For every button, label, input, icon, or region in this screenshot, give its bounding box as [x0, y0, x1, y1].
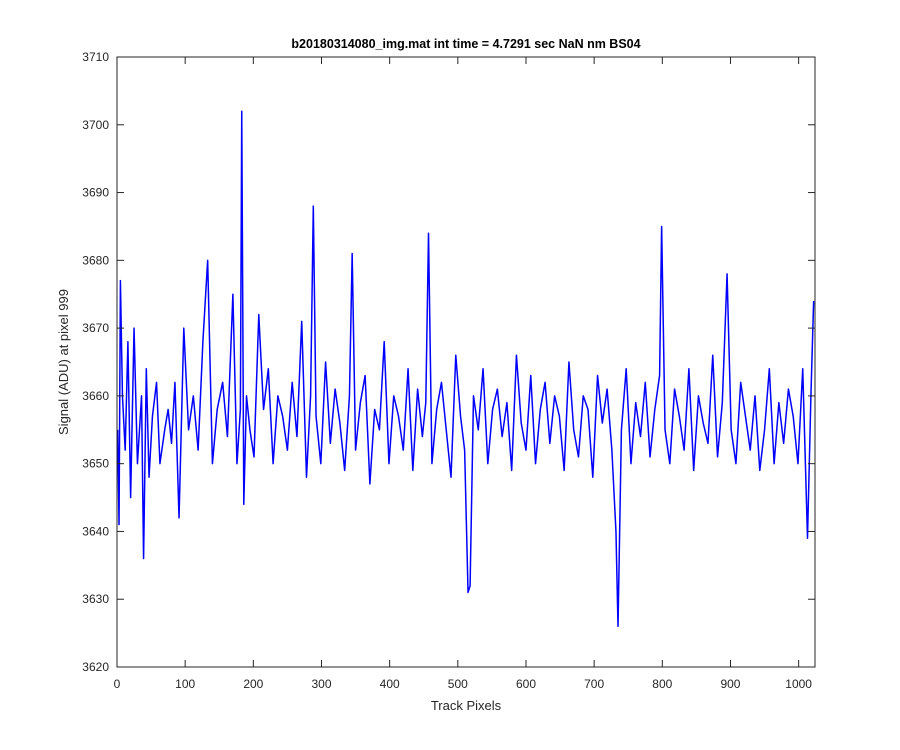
- y-tick-label: 3680: [82, 253, 109, 267]
- y-tick-label: 3690: [82, 186, 109, 200]
- x-tick-label: 400: [380, 677, 400, 691]
- x-tick-label: 700: [584, 677, 604, 691]
- y-axis: 3620 3630 3640 3650 3660 3670 3680 3690 3700 3710: [82, 50, 815, 674]
- x-axis-label: Track Pixels: [431, 698, 502, 713]
- y-tick-label: 3700: [82, 118, 109, 132]
- y-tick-label: 3650: [82, 457, 109, 471]
- x-tick-label: 500: [448, 677, 468, 691]
- x-tick-label: 600: [516, 677, 536, 691]
- data-layer: [116, 110, 815, 628]
- x-tick-label: 200: [243, 677, 263, 691]
- y-tick-label: 3710: [82, 50, 109, 64]
- x-tick-label: 800: [652, 677, 672, 691]
- x-tick-label: 900: [720, 677, 740, 691]
- plot-frame: [116, 56, 816, 668]
- y-tick-label: 3670: [82, 321, 109, 335]
- y-axis-label: Signal (ADU) at pixel 999: [56, 289, 71, 435]
- x-tick-label: 1000: [785, 677, 812, 691]
- x-tick-label: 300: [311, 677, 331, 691]
- x-tick-label: 0: [114, 677, 121, 691]
- plot-area: [117, 57, 815, 667]
- x-tick-label: 100: [175, 677, 195, 691]
- series-line-0: [116, 110, 815, 628]
- x-axis: 0 100 200 300 400 500 600 700 800 900 1000: [114, 57, 812, 691]
- y-tick-label: 3620: [82, 660, 109, 674]
- y-tick-label: 3660: [82, 389, 109, 403]
- y-tick-label: 3640: [82, 524, 109, 538]
- y-tick-label: 3630: [82, 592, 109, 606]
- chart-title: b20180314080_img.mat int time = 4.7291 s…: [291, 37, 640, 51]
